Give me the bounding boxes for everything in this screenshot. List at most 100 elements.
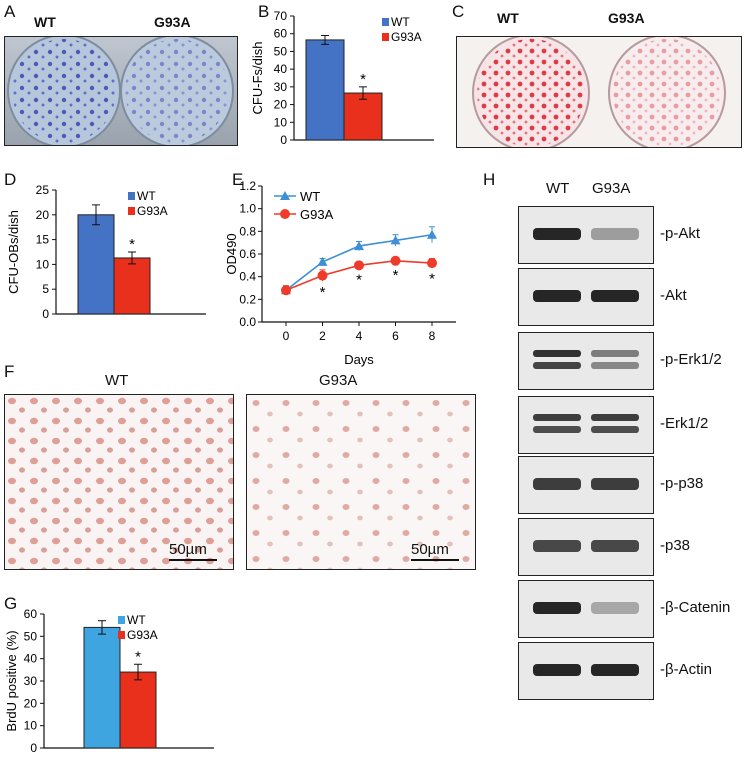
panel-g-ytick-label: 20 [24, 696, 38, 710]
panel-d-ytick-label: 15 [36, 233, 50, 247]
blot-band [591, 362, 639, 369]
blot-label: -β-Actin [660, 661, 712, 678]
panel-g-bar-wt [83, 626, 121, 749]
blot-band [533, 426, 581, 433]
panel-e-point-g93a [281, 285, 291, 296]
blot-band [533, 414, 581, 421]
panel-b-bar-g93a [343, 92, 383, 141]
panel-f-wt-photo: 50µm [4, 394, 234, 570]
blot-band-box [518, 268, 654, 326]
panel-e-point-g93a [427, 258, 437, 269]
panel-b-significance: * [360, 71, 366, 88]
panel-g-ytick-label: 10 [24, 719, 38, 733]
panel-e-point-g93a [354, 260, 364, 271]
blot-band-box [518, 396, 654, 454]
blot-band [533, 602, 581, 614]
blot-band [533, 290, 581, 302]
panel-f-g93a-cells [247, 395, 475, 569]
panel-d-legend-label-wt: WT [137, 189, 156, 203]
blot-bands [533, 664, 639, 676]
panel-f-g93a-scale-label: 50µm [411, 541, 449, 558]
panel-b-bar-wt [305, 39, 345, 141]
panel-h-wt-header: WT [546, 180, 570, 197]
panel-e-legend-marker-g93a [280, 209, 290, 219]
panel-e-point-wt [427, 229, 437, 239]
blot-bands [533, 414, 639, 433]
panel-d-ytick-label: 5 [42, 282, 49, 296]
panel-g-ytick-label: 30 [24, 674, 38, 688]
panel-g-legend-swatch-g93a [118, 631, 125, 639]
panel-e-point-wt [390, 235, 401, 245]
panel-e-xtick-label: 2 [319, 329, 326, 343]
panel-g-ytick-label: 0 [30, 741, 37, 755]
blot-band-box [518, 456, 654, 514]
panel-letter-g: G [4, 594, 18, 613]
panel-g-ytick-label: 40 [24, 652, 38, 666]
panel-e-ytick-label: 0.8 [239, 224, 256, 238]
blot-band [591, 478, 639, 490]
panel-b-legend-label-wt: WT [391, 15, 410, 29]
panel-e-xtick-label: 8 [429, 329, 436, 343]
panel-h-g93a-header: G93A [592, 180, 631, 197]
panel-b-ytick-label: 50 [274, 44, 288, 58]
panel-e-legend-marker-wt [280, 191, 290, 200]
panel-letter-h: H [483, 170, 496, 189]
panel-letter-b: B [258, 2, 270, 21]
panel-g-legend-label-wt: WT [127, 613, 146, 627]
panel-d-ytick-label: 25 [36, 183, 50, 197]
panel-d-bar-wt [77, 214, 115, 315]
panel-e-point-wt [354, 241, 364, 251]
panel-e-legend-label-g93a: G93A [300, 207, 334, 222]
panel-e-significance: * [429, 271, 435, 288]
panel-b-ytick-label: 20 [274, 98, 288, 112]
panel-letter-f: F [4, 362, 15, 381]
blot-band-box [518, 332, 654, 390]
blot-band [591, 602, 639, 614]
panel-d-legend-label-g93a: G93A [137, 204, 168, 218]
panel-d-ytick-label: 20 [36, 208, 50, 222]
panel-e-legend-label-wt: WT [300, 189, 320, 204]
panel-g-ylabel: BrdU positive (%) [4, 630, 19, 731]
panel-a-wt-label: WT [34, 14, 56, 30]
blot-label: -p-Erk1/2 [660, 351, 722, 368]
blot-band [533, 350, 581, 357]
panel-e-ylabel: OD490 [224, 233, 239, 274]
panel-b-ytick-label: 30 [274, 80, 288, 94]
panel-f-wt-cells [5, 395, 233, 569]
blot-band [591, 228, 639, 240]
blot-label: -p38 [660, 537, 691, 554]
blot-label: -p-p38 [660, 475, 704, 492]
blot-band [591, 290, 639, 302]
panel-g-ytick-label: 50 [24, 629, 38, 643]
blot-band-box [518, 642, 654, 700]
panel-c-dish-photo [456, 36, 742, 148]
blot-bands [533, 228, 639, 240]
blot-band-box [518, 580, 654, 638]
panel-e-point-g93a [317, 270, 328, 281]
panel-e-significance: * [320, 284, 326, 301]
blot-bands [533, 290, 639, 302]
blot-band [591, 540, 639, 552]
blot-band [533, 228, 581, 240]
panel-d-bar-g93a [113, 257, 151, 315]
panel-g-significance: * [135, 648, 141, 665]
panel-g-bar-g93a [119, 671, 157, 749]
panel-b-legend-label-g93a: G93A [391, 30, 422, 44]
panel-d-legend-swatch-g93a [128, 207, 135, 215]
blot-band [533, 540, 581, 552]
panel-a-dish-photo [4, 36, 238, 146]
blot-band [533, 478, 581, 490]
blot-band [591, 414, 639, 421]
panel-e-ytick-label: 1.0 [239, 202, 256, 216]
panel-a-dishes [7, 37, 234, 145]
panel-e-xtick-label: 6 [392, 329, 399, 343]
panel-b-ylabel: CFU-Fs/dish [250, 42, 265, 115]
panel-b-ytick-label: 60 [274, 27, 288, 41]
blot-band-box [518, 518, 654, 576]
panel-e-point-wt [317, 256, 328, 266]
panel-e-significance: * [393, 267, 399, 284]
panel-e-xlabel: Days [344, 352, 374, 367]
panel-b-ytick-label: 40 [274, 62, 288, 76]
panel-b-ytick-label: 70 [274, 9, 288, 23]
panel-b-legend-swatch-g93a [382, 33, 389, 41]
